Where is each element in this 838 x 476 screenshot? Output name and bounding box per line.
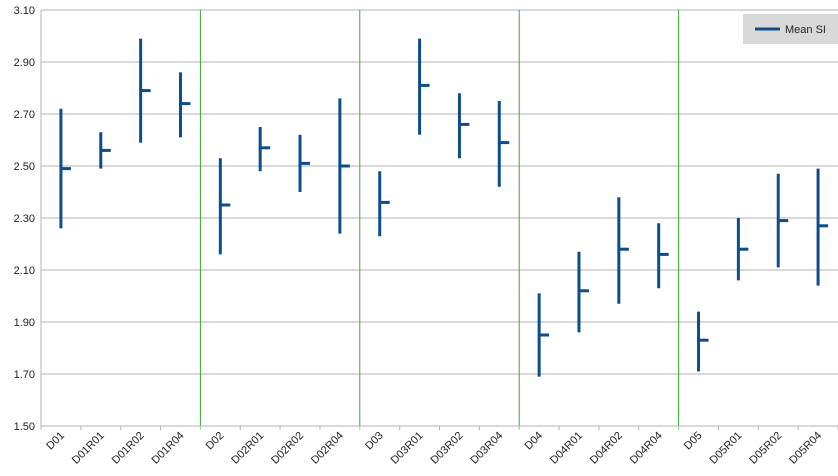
x-tick-label: D05	[682, 430, 705, 453]
x-tick-label: D01R04	[150, 430, 187, 467]
x-tick-label: D01	[44, 430, 67, 453]
legend: Mean SI	[743, 14, 838, 44]
y-tick-label: 2.70	[14, 109, 35, 121]
y-tick-label: 1.70	[14, 369, 35, 381]
y-tick-label: 2.50	[14, 161, 35, 173]
grid-lines	[41, 9, 838, 427]
y-tick-label: 2.30	[14, 213, 35, 225]
x-tick-label: D05R04	[787, 430, 824, 467]
x-tick-label: D03R04	[468, 430, 505, 467]
x-tick-label: D05R01	[707, 430, 744, 467]
x-tick-label: D03	[363, 430, 386, 453]
x-tick-label: D01R02	[110, 430, 147, 467]
x-tick-label: D04R01	[548, 430, 585, 467]
x-tick-label: D02	[204, 430, 227, 453]
axes	[40, 10, 838, 430]
y-tick-label: 2.10	[14, 265, 35, 277]
x-tick-label: D04	[522, 430, 545, 453]
x-tick-label: D03R02	[429, 430, 466, 467]
legend-label: Mean SI	[785, 24, 826, 36]
y-tick-label: 3.10	[14, 5, 35, 17]
x-tick-label: D04R04	[628, 430, 665, 467]
x-tick-label: D04R02	[588, 430, 625, 467]
x-tick-label: D02R02	[269, 430, 306, 467]
group-separators	[199, 10, 680, 426]
y-tick-labels: 1.50 1.70 1.90 2.10 2.30 2.50 2.70 2.90 3.10	[14, 5, 35, 433]
y-tick-label: 1.90	[14, 317, 35, 329]
y-tick-label: 1.50	[14, 421, 35, 433]
x-tick-label: D03R01	[389, 430, 426, 467]
x-tick-label: D02R04	[309, 430, 346, 467]
x-tick-label: D01R01	[70, 430, 107, 467]
x-tick-label: D02R01	[229, 430, 266, 467]
y-tick-label: 2.90	[14, 57, 35, 69]
x-tick-label: D05R02	[747, 430, 784, 467]
data-marks	[59, 38, 829, 377]
x-tick-labels: D01 D01R01 D01R02 D01R04 D02 D02R01 D02R02 D02R…	[44, 430, 824, 467]
